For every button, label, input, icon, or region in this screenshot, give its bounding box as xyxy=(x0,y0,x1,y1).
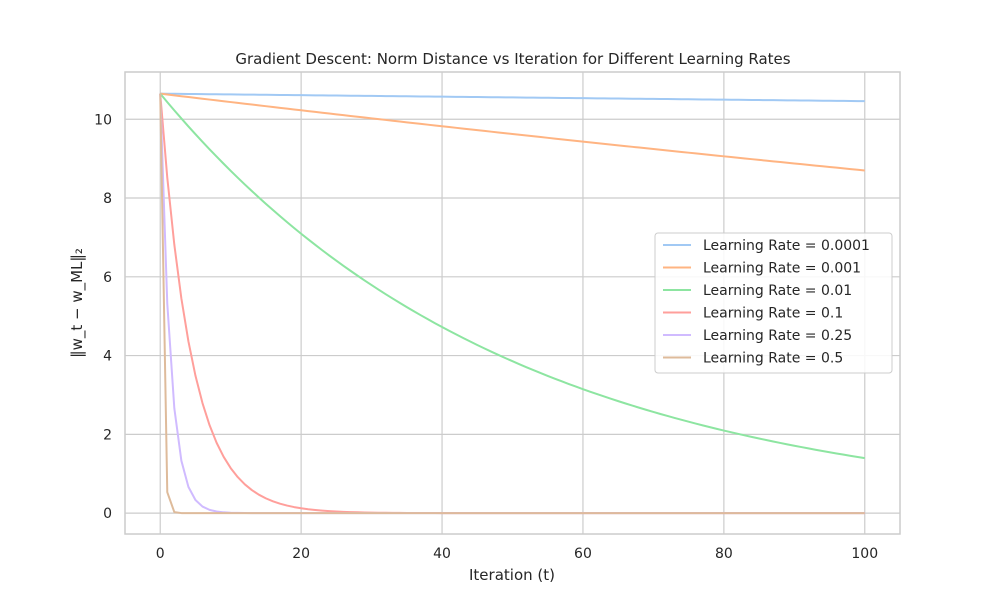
y-tick-labels: 0 2 4 6 8 10 xyxy=(94,112,112,522)
legend-box xyxy=(654,232,893,374)
x-axis-label: Iteration (t) xyxy=(469,566,555,584)
y-axis-label: ‖w_t − w_ML‖₂ xyxy=(68,248,87,358)
y-tick-label: 2 xyxy=(103,427,112,443)
legend-label: Learning Rate = 0.1 xyxy=(703,306,843,322)
y-tick-label: 10 xyxy=(94,112,112,128)
y-tick-label: 6 xyxy=(103,270,112,286)
series-line-0 xyxy=(160,92,865,103)
series-line-5 xyxy=(159,93,865,515)
legend-label: Learning Rate = 0.001 xyxy=(703,261,861,277)
series-line-1 xyxy=(160,92,865,172)
x-tick-label: 80 xyxy=(715,546,733,562)
x-tick-labels: 0 20 40 60 80 100 xyxy=(156,546,878,562)
series-line-2 xyxy=(159,93,865,460)
plot-frame xyxy=(124,71,901,535)
legend-label: Learning Rate = 0.25 xyxy=(703,328,852,344)
y-tick-label: 4 xyxy=(103,349,112,365)
x-tick-label: 20 xyxy=(292,546,310,562)
x-tick-label: 40 xyxy=(433,546,451,562)
legend: Learning Rate = 0.0001 Learning Rate = 0.… xyxy=(654,232,893,374)
x-tick-label: 100 xyxy=(851,546,878,562)
chart-title: Gradient Descent: Norm Distance vs Itera… xyxy=(235,50,790,68)
legend-label: Learning Rate = 0.01 xyxy=(703,283,852,299)
y-tick-label: 8 xyxy=(103,191,112,207)
y-tick-label: 0 xyxy=(103,506,112,522)
series-lines xyxy=(159,92,865,515)
x-tick-label: 0 xyxy=(156,546,165,562)
x-tick-label: 60 xyxy=(574,546,592,562)
legend-label: Learning Rate = 0.5 xyxy=(703,351,843,367)
legend-label: Learning Rate = 0.0001 xyxy=(703,238,870,254)
